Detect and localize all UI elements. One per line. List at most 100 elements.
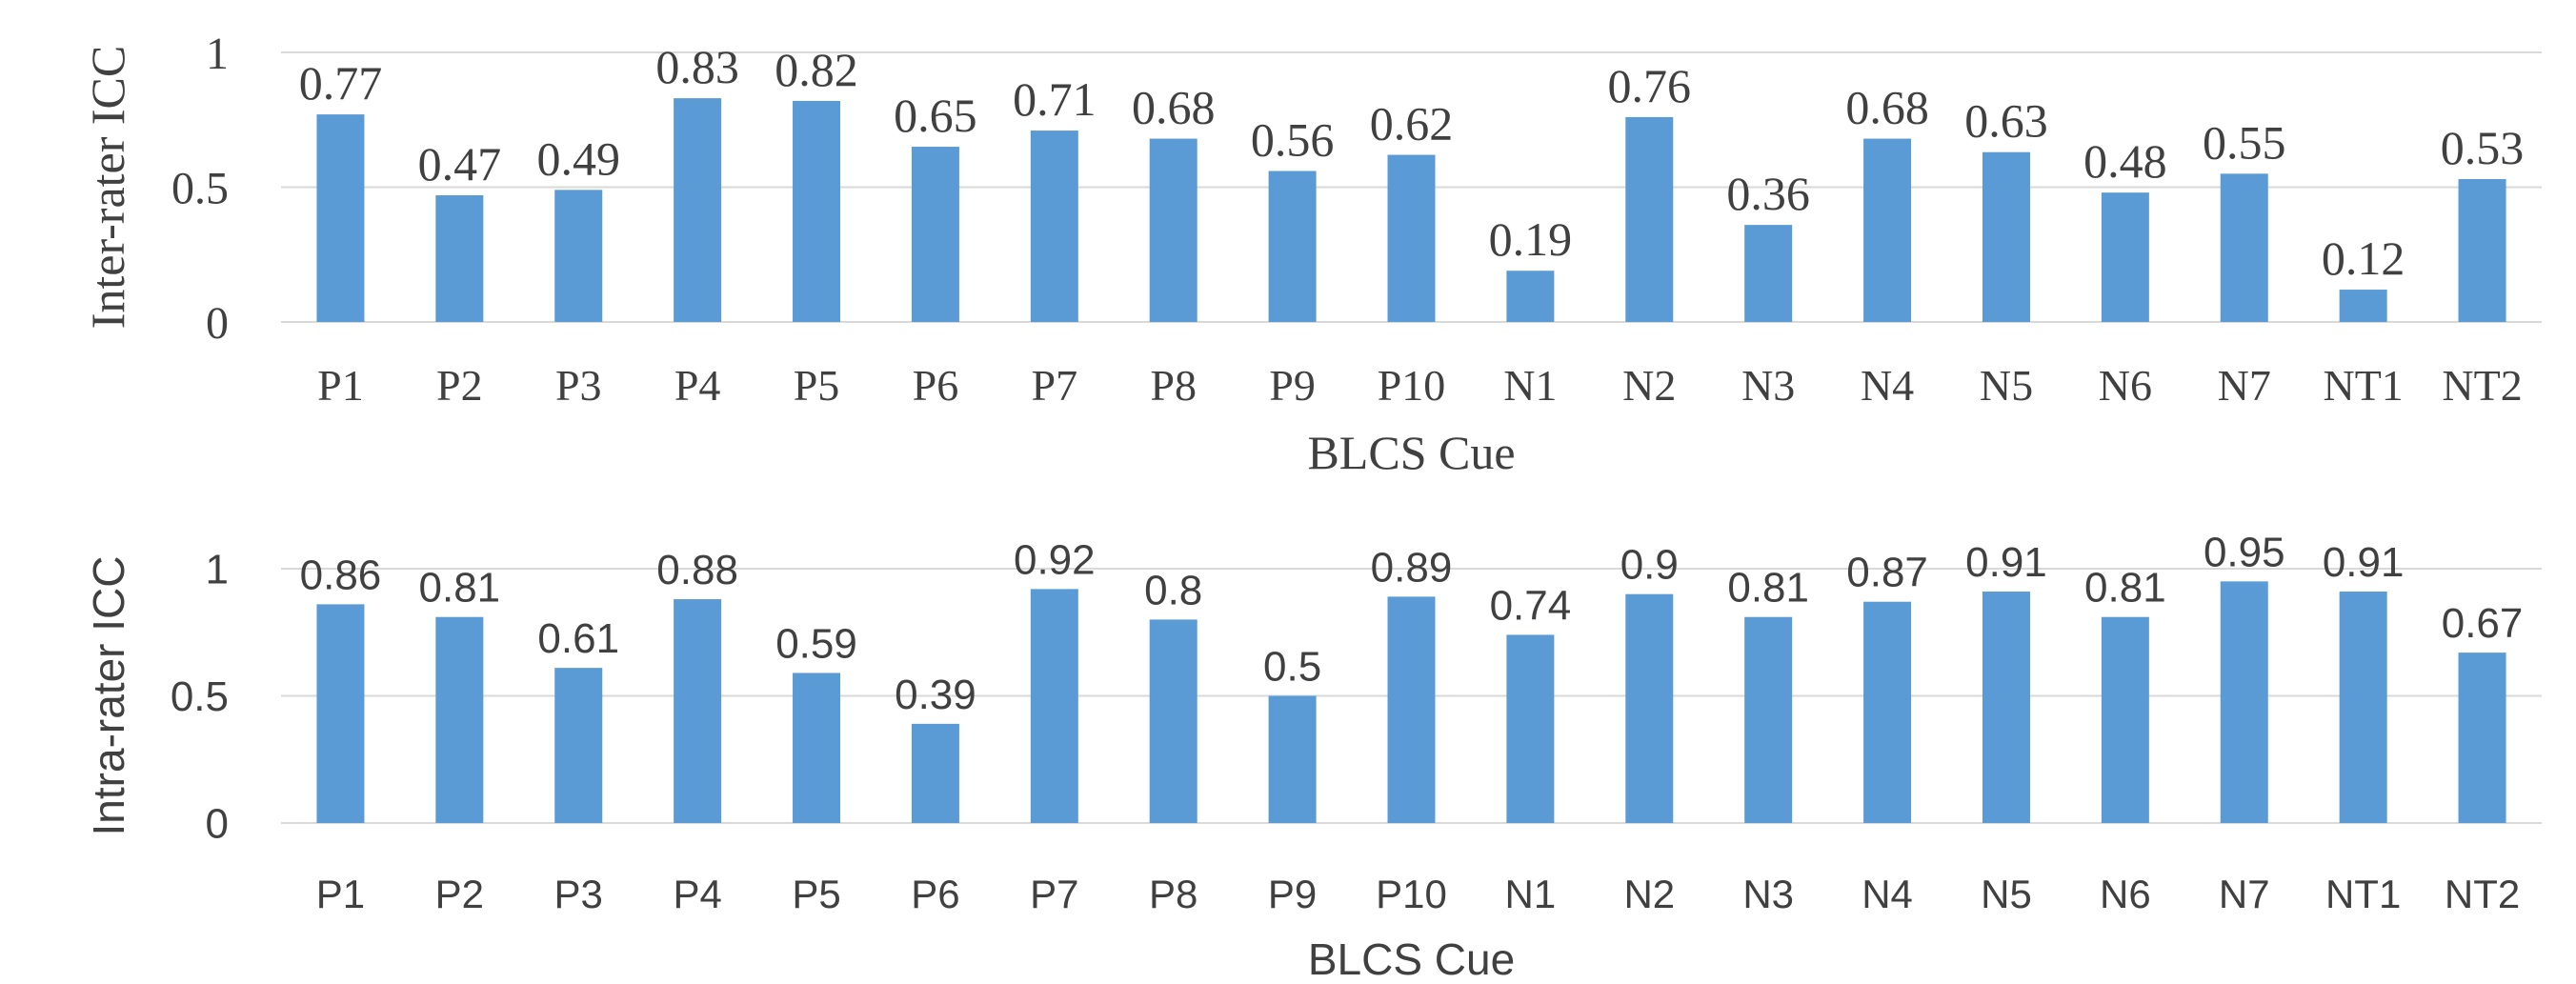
bar-N1 bbox=[1506, 271, 1555, 322]
bar-P5 bbox=[793, 673, 841, 823]
bar-P7 bbox=[1030, 131, 1078, 322]
chart-2: 0 0.5 1 0.86 P1 0.81 P2 0.61 P3 0.88 P4 0.59 P5 0.39 P… bbox=[84, 529, 2542, 984]
bar-N4 bbox=[1863, 601, 1912, 823]
x-tick-label: P5 bbox=[794, 361, 840, 410]
y-axis-title: Intra-rater ICC bbox=[84, 556, 133, 836]
bar-N5 bbox=[1982, 151, 2030, 322]
x-tick-label: P1 bbox=[317, 361, 364, 410]
bar-N4 bbox=[1863, 138, 1912, 322]
x-tick-label: P9 bbox=[1268, 872, 1317, 916]
y-tick-label: 1 bbox=[206, 29, 229, 79]
y-tick-label: 0.5 bbox=[171, 673, 229, 720]
data-label: 0.82 bbox=[775, 43, 858, 96]
y-tick-label: 1 bbox=[206, 546, 229, 592]
x-tick-label: P9 bbox=[1269, 361, 1316, 410]
bar-P8 bbox=[1149, 619, 1197, 823]
x-tick-label: N7 bbox=[2218, 361, 2271, 410]
data-label: 0.92 bbox=[1014, 536, 1096, 583]
x-tick-label: P3 bbox=[554, 872, 603, 916]
data-label: 0.67 bbox=[2442, 600, 2524, 647]
data-label: 0.81 bbox=[2084, 565, 2166, 612]
x-tick-label: NT1 bbox=[2323, 361, 2403, 410]
data-label: 0.81 bbox=[1727, 565, 1809, 612]
data-label: 0.68 bbox=[1132, 81, 1216, 134]
bar-N2 bbox=[1625, 116, 1674, 322]
data-label: 0.68 bbox=[1845, 81, 1929, 134]
data-label: 0.74 bbox=[1490, 582, 1572, 629]
x-tick-label: P2 bbox=[436, 361, 483, 410]
data-label: 0.59 bbox=[775, 620, 857, 667]
bar-P9 bbox=[1268, 695, 1317, 823]
x-tick-label: P4 bbox=[673, 872, 721, 916]
data-label: 0.62 bbox=[1370, 97, 1454, 151]
x-tick-label: P1 bbox=[316, 872, 365, 916]
data-label: 0.9 bbox=[1620, 542, 1679, 589]
x-tick-label: P5 bbox=[792, 872, 840, 916]
x-tick-label: P8 bbox=[1150, 361, 1197, 410]
y-tick-label: 0 bbox=[206, 800, 229, 847]
y-axis-title: Inter-rater ICC bbox=[81, 46, 134, 329]
bar-N6 bbox=[2101, 192, 2149, 322]
data-label: 0.91 bbox=[1965, 539, 2047, 586]
bar-N5 bbox=[1982, 592, 2030, 823]
x-tick-label: N4 bbox=[1861, 361, 1914, 410]
x-tick-label: N6 bbox=[2099, 361, 2152, 410]
x-axis-title: BLCS Cue bbox=[1307, 426, 1515, 479]
data-label: 0.91 bbox=[2323, 539, 2405, 586]
bar-P10 bbox=[1387, 596, 1436, 823]
data-label: 0.55 bbox=[2203, 115, 2286, 169]
x-tick-label: P10 bbox=[1378, 361, 1446, 410]
x-tick-label: N2 bbox=[1622, 361, 1676, 410]
data-label: 0.47 bbox=[418, 137, 502, 191]
bar-P6 bbox=[911, 147, 959, 322]
bar-P4 bbox=[674, 599, 722, 823]
data-label: 0.48 bbox=[2083, 134, 2167, 188]
x-tick-label: P4 bbox=[674, 361, 721, 410]
bar-P3 bbox=[554, 668, 603, 823]
data-label: 0.65 bbox=[894, 89, 977, 142]
bar-P10 bbox=[1387, 154, 1436, 322]
x-tick-label: N2 bbox=[1623, 872, 1675, 916]
data-label: 0.87 bbox=[1846, 550, 1928, 596]
x-tick-label: P6 bbox=[911, 872, 959, 916]
bar-N6 bbox=[2101, 616, 2149, 823]
x-tick-label: P8 bbox=[1149, 872, 1197, 916]
x-tick-label: N6 bbox=[2100, 872, 2151, 916]
data-label: 0.89 bbox=[1371, 544, 1453, 591]
bar-P9 bbox=[1268, 171, 1317, 322]
bar-P2 bbox=[435, 194, 484, 322]
bar-N3 bbox=[1744, 616, 1793, 823]
data-label: 0.71 bbox=[1013, 72, 1097, 126]
bar-NT2 bbox=[2458, 179, 2506, 322]
data-label: 0.39 bbox=[895, 672, 976, 718]
x-tick-label: N1 bbox=[1503, 361, 1557, 410]
bar-N1 bbox=[1506, 634, 1555, 823]
y-tick-label: 0 bbox=[206, 298, 229, 349]
y-tick-label: 0.5 bbox=[171, 163, 229, 213]
data-label: 0.5 bbox=[1263, 644, 1321, 691]
data-label: 0.83 bbox=[655, 40, 739, 93]
x-tick-label: P7 bbox=[1032, 361, 1078, 410]
data-label: 0.53 bbox=[2441, 121, 2525, 174]
chart-1: 0 0.5 1 0.77 P1 0.47 P2 0.49 P3 0.83 P4 0.82 P5 0.65 P… bbox=[81, 29, 2542, 479]
bar-P8 bbox=[1149, 138, 1197, 322]
data-label: 0.63 bbox=[1964, 94, 2048, 148]
x-tick-label: P2 bbox=[435, 872, 484, 916]
x-tick-label: N5 bbox=[1981, 872, 2032, 916]
data-label: 0.86 bbox=[300, 552, 382, 598]
bar-N2 bbox=[1625, 593, 1674, 823]
x-tick-label: N7 bbox=[2219, 872, 2270, 916]
data-label: 0.76 bbox=[1608, 59, 1692, 112]
bar-NT1 bbox=[2339, 290, 2387, 322]
bar-P3 bbox=[554, 190, 603, 322]
bar-N3 bbox=[1744, 225, 1793, 322]
x-axis-title: BLCS Cue bbox=[1308, 934, 1515, 984]
x-tick-label: NT1 bbox=[2325, 872, 2401, 916]
x-tick-label: NT2 bbox=[2442, 361, 2522, 410]
bar-P1 bbox=[316, 604, 365, 823]
x-tick-label: N3 bbox=[1741, 361, 1795, 410]
x-tick-label: P7 bbox=[1030, 872, 1078, 916]
x-tick-label: N3 bbox=[1742, 872, 1794, 916]
